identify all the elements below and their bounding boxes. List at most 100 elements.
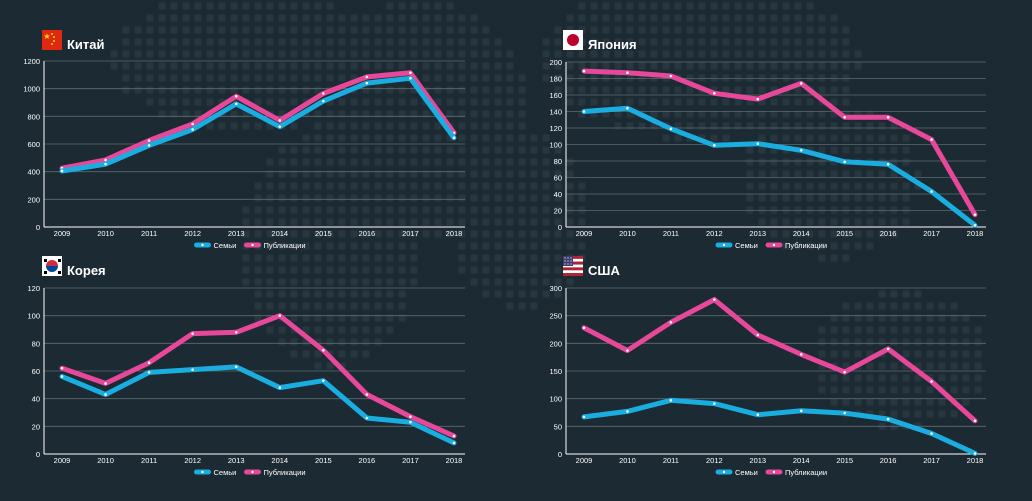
map-dot xyxy=(795,123,802,130)
map-dot xyxy=(459,255,466,262)
map-dot xyxy=(555,243,562,250)
x-tick-label: 2018 xyxy=(967,456,984,465)
map-dot xyxy=(375,51,382,58)
map-dot xyxy=(339,123,346,130)
map-dot xyxy=(315,15,322,22)
map-dot xyxy=(183,99,190,106)
map-dot xyxy=(795,51,802,58)
map-dot xyxy=(723,99,730,106)
map-dot xyxy=(279,75,286,82)
map-dot xyxy=(399,159,406,166)
map-dot xyxy=(831,135,838,142)
x-tick-label: 2014 xyxy=(271,229,288,238)
map-dot xyxy=(435,147,442,154)
map-dot xyxy=(423,147,430,154)
map-dot xyxy=(411,159,418,166)
map-dot xyxy=(219,27,226,34)
map-dot xyxy=(807,135,814,142)
map-dot xyxy=(855,123,862,130)
x-tick-label: 2010 xyxy=(619,456,636,465)
y-tick-label: 60 xyxy=(554,174,562,183)
map-dot xyxy=(519,147,526,154)
map-dot xyxy=(495,123,502,130)
china-flag: ★ xyxy=(42,30,62,50)
map-dot xyxy=(855,303,862,310)
map-dot xyxy=(183,75,190,82)
map-dot xyxy=(135,39,142,46)
map-dot xyxy=(615,27,622,34)
map-dot xyxy=(243,3,250,10)
data-point xyxy=(104,382,107,385)
map-dot xyxy=(315,219,322,226)
map-dot xyxy=(447,15,454,22)
map-dot xyxy=(867,207,874,214)
map-dot xyxy=(747,75,754,82)
map-dot xyxy=(675,63,682,70)
map-dot xyxy=(315,195,322,202)
map-dot xyxy=(663,87,670,94)
map-dot xyxy=(951,339,958,346)
map-dot xyxy=(795,15,802,22)
map-dot xyxy=(291,159,298,166)
data-point xyxy=(409,421,412,424)
map-dot xyxy=(495,267,502,274)
map-dot xyxy=(819,375,826,382)
map-dot xyxy=(843,123,850,130)
map-dot xyxy=(891,363,898,370)
map-dot xyxy=(723,63,730,70)
map-dot xyxy=(303,255,310,262)
map-dot xyxy=(315,75,322,82)
map-dot xyxy=(291,51,298,58)
x-tick-label: 2012 xyxy=(706,456,723,465)
map-dot xyxy=(891,195,898,202)
map-dot xyxy=(903,183,910,190)
legend-swatch-dot xyxy=(201,471,203,473)
map-dot xyxy=(375,15,382,22)
x-tick-label: 2017 xyxy=(923,229,940,238)
map-dot xyxy=(363,291,370,298)
map-dot xyxy=(663,39,670,46)
map-dot xyxy=(411,195,418,202)
map-dot xyxy=(495,87,502,94)
map-dot xyxy=(339,39,346,46)
map-dot xyxy=(927,387,934,394)
map-dot xyxy=(171,87,178,94)
map-dot xyxy=(471,39,478,46)
map-dot xyxy=(843,387,850,394)
map-dot xyxy=(903,207,910,214)
map-dot xyxy=(423,3,430,10)
map-dot xyxy=(903,411,910,418)
map-dot xyxy=(471,75,478,82)
map-dot xyxy=(699,15,706,22)
map-dot xyxy=(507,75,514,82)
map-dot xyxy=(735,15,742,22)
map-dot xyxy=(771,219,778,226)
map-dot xyxy=(663,15,670,22)
map-dot xyxy=(387,207,394,214)
map-dot xyxy=(291,147,298,154)
map-dot xyxy=(483,195,490,202)
map-dot xyxy=(603,75,610,82)
map-dot xyxy=(843,87,850,94)
map-dot xyxy=(891,387,898,394)
map-dot xyxy=(267,303,274,310)
map-dot xyxy=(471,219,478,226)
map-dot xyxy=(879,303,886,310)
map-dot xyxy=(819,51,826,58)
map-dot xyxy=(471,207,478,214)
map-dot xyxy=(879,387,886,394)
map-dot xyxy=(207,99,214,106)
map-dot xyxy=(279,255,286,262)
map-dot xyxy=(375,219,382,226)
map-dot xyxy=(807,171,814,178)
map-dot xyxy=(591,75,598,82)
x-tick-label: 2016 xyxy=(359,229,376,238)
map-dot xyxy=(819,63,826,70)
map-dot xyxy=(471,171,478,178)
data-point xyxy=(61,367,64,370)
map-dot xyxy=(255,291,262,298)
map-dot xyxy=(639,27,646,34)
map-dot xyxy=(519,75,526,82)
map-dot xyxy=(747,147,754,154)
map-dot xyxy=(375,243,382,250)
